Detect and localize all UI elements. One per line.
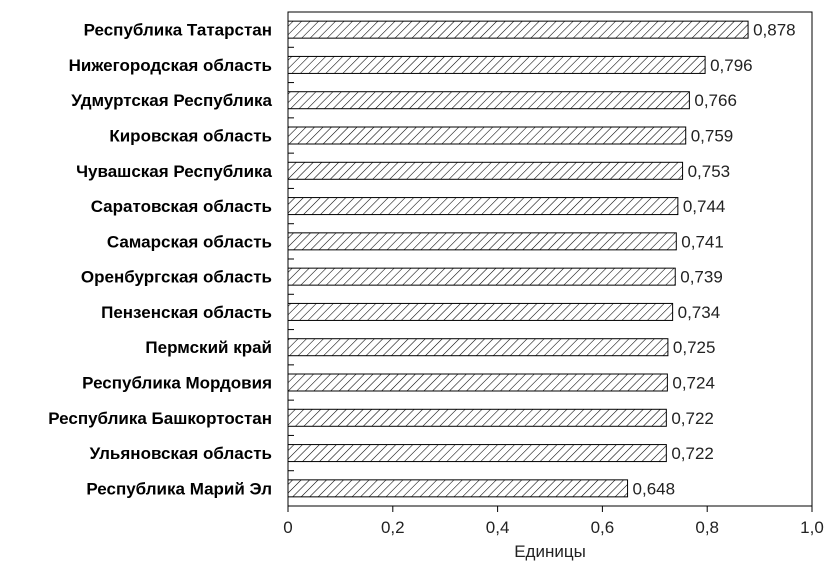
bar (287, 232, 677, 251)
data-label: 0,722 (671, 444, 714, 463)
category-label: Оренбургская область (81, 268, 272, 287)
category-label: Удмуртская Республика (71, 91, 272, 110)
category-label: Пермский край (145, 338, 272, 357)
data-label: 0,753 (688, 162, 731, 181)
data-label: 0,734 (678, 303, 721, 322)
x-tick-label: 0,2 (381, 518, 405, 537)
plot-frame (287, 11, 813, 507)
bar (287, 91, 690, 110)
bar (287, 161, 684, 180)
bar (287, 197, 679, 216)
data-label: 0,741 (681, 232, 724, 251)
data-label: 0,759 (691, 127, 734, 146)
category-label: Республика Башкортостан (48, 409, 272, 428)
category-label: Ульяновская область (90, 444, 272, 463)
category-label: Саратовская область (91, 197, 272, 216)
category-label: Самарская область (107, 232, 272, 251)
bar (287, 479, 629, 498)
category-label: Республика Марий Эл (86, 479, 272, 498)
data-label: 0,722 (671, 409, 714, 428)
bar (287, 408, 667, 427)
x-tick-label: 0 (283, 518, 292, 537)
bar (287, 338, 669, 357)
data-label: 0,724 (672, 374, 715, 393)
x-tick-label: 0,8 (695, 518, 719, 537)
category-label: Республика Мордовия (82, 374, 272, 393)
data-label: 0,648 (633, 479, 676, 498)
bar (287, 373, 668, 392)
data-label: 0,744 (683, 197, 726, 216)
data-label: 0,739 (680, 268, 723, 287)
category-label: Кировская область (109, 127, 272, 146)
data-label: 0,725 (673, 338, 716, 357)
bar (287, 20, 749, 39)
category-label: Чувашская Республика (76, 162, 272, 181)
x-tick-label: 0,4 (486, 518, 510, 537)
category-label: Пензенская область (101, 303, 272, 322)
data-label: 0,766 (694, 91, 737, 110)
bar (287, 267, 676, 286)
category-label: Республика Татарстан (84, 21, 272, 40)
x-axis-title: Единицы (514, 542, 586, 561)
bar (287, 444, 667, 463)
bar (287, 302, 674, 321)
data-label: 0,878 (753, 21, 796, 40)
category-label: Нижегородская область (69, 56, 272, 75)
bar (287, 55, 706, 74)
bar (287, 126, 687, 145)
x-tick-label: 0,6 (591, 518, 615, 537)
data-label: 0,796 (710, 56, 753, 75)
x-tick-label: 1,0 (800, 518, 824, 537)
